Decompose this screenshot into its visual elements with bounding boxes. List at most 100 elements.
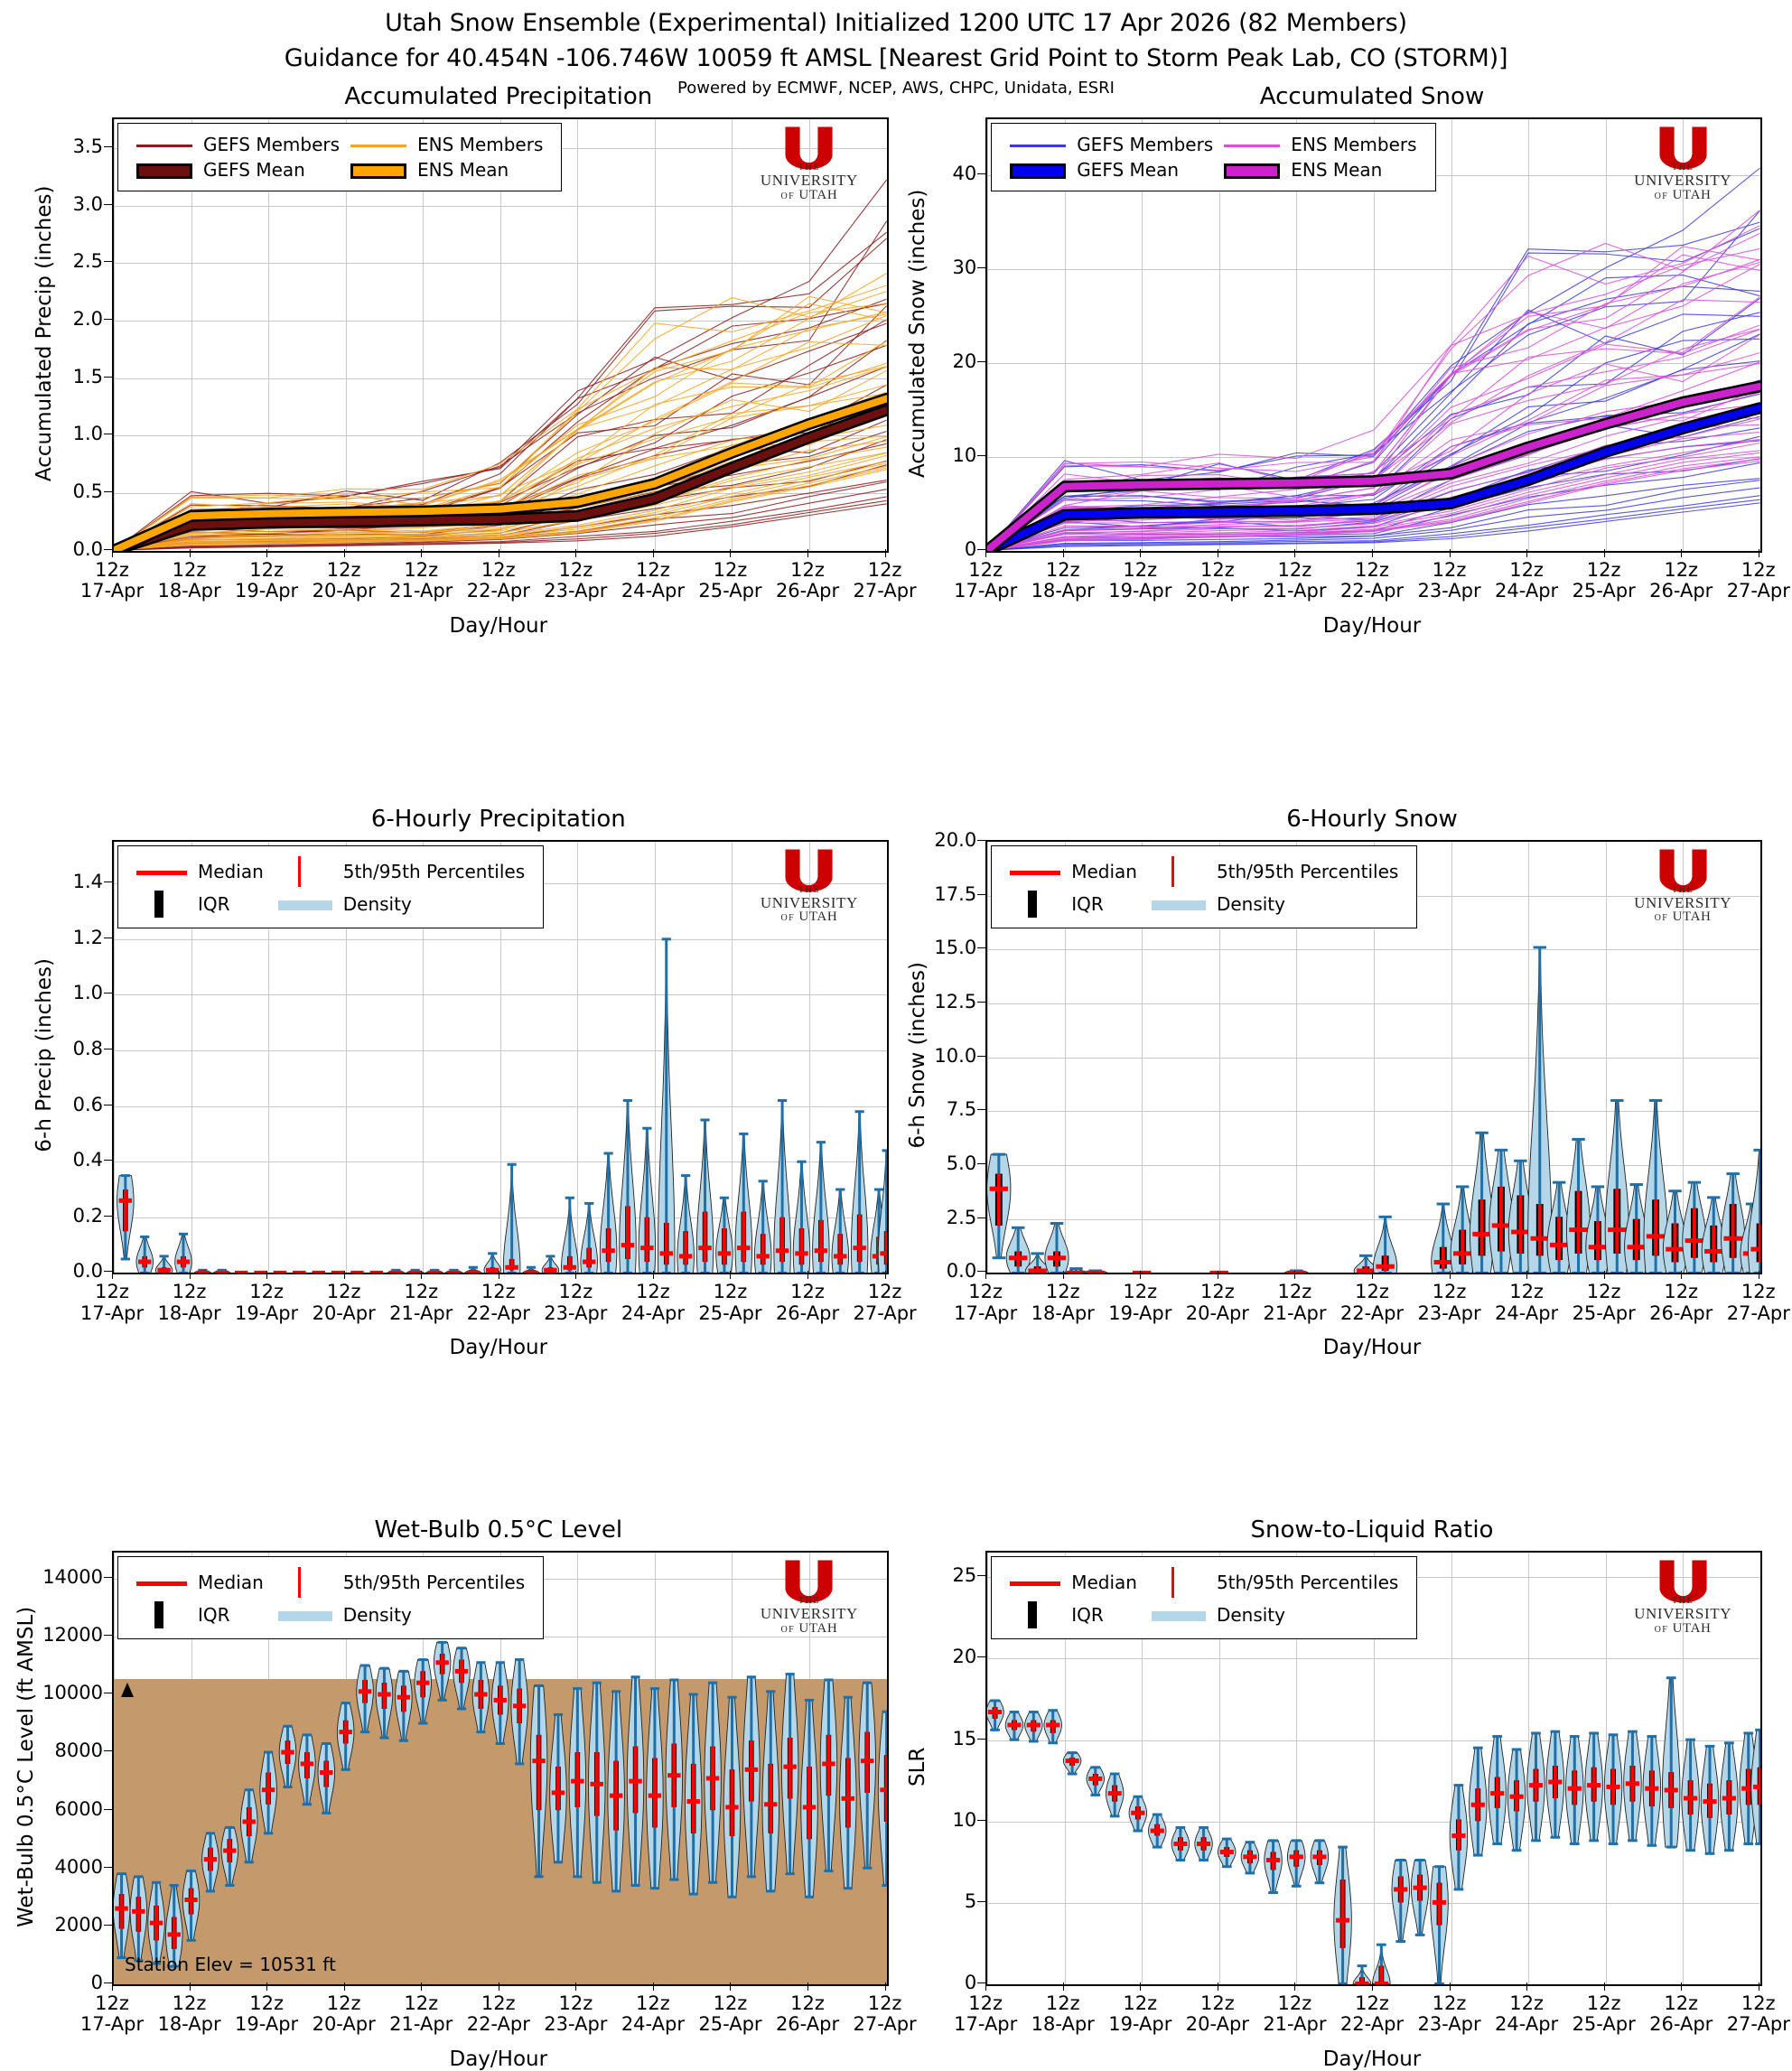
x-axis-tick-mark: [266, 548, 268, 557]
x-axis-tick-mark: [1603, 1271, 1605, 1280]
gridline-vertical: [987, 119, 989, 551]
gridline-vertical: [268, 842, 270, 1273]
x-axis-tick: 12z 21-Apr: [1263, 559, 1326, 602]
x-axis-date-label: 18-Apr: [157, 1301, 221, 1324]
x-axis-hour-label: 12z: [172, 558, 207, 581]
y-axis-tick-label: 0.8: [72, 1038, 103, 1059]
y-axis-tick-label: 20: [952, 350, 977, 373]
gridline-horizontal: [987, 269, 1760, 271]
y-axis-tick-label: 2.5: [946, 1206, 977, 1228]
x-axis-date-label: 22-Apr: [1339, 580, 1405, 602]
y-axis-tick-label: 25: [952, 1564, 977, 1587]
x-axis-tick-mark: [1449, 548, 1451, 557]
series-layer: [117, 938, 887, 1273]
x-axis-tick: 12z 24-Apr: [1495, 1992, 1558, 2036]
y-axis-tick-mark: [104, 1577, 112, 1579]
x-axis-date-label: 22-Apr: [1339, 2013, 1405, 2036]
university-of-utah-logo: THE UNIVERSITY OF UTAH: [745, 125, 874, 202]
x-axis-hour-label: 12z: [1509, 1992, 1544, 2014]
x-axis-date-label: 27-Apr: [853, 2013, 917, 2036]
legend-swatch-band: [1224, 163, 1281, 180]
legend-swatch-cell: [131, 132, 198, 157]
x-axis-tick: 12z 19-Apr: [1108, 559, 1171, 602]
panel-snow-to-liquid-ratio: Snow-to-Liquid Ratio 0 5 10 15 20 25 12z 17-Apr 1…: [906, 1516, 1790, 2070]
x-axis-date-label: 26-Apr: [775, 1301, 840, 1324]
legend-swatch-line: [1224, 145, 1281, 148]
x-axis-tick: 12z 27-Apr: [853, 1992, 917, 2036]
legend: GEFS Members ENS Members GEFS Mean ENS Mean: [117, 123, 563, 192]
gridline-horizontal: [114, 1105, 887, 1107]
x-axis-hour-label: 12z: [1199, 1281, 1235, 1303]
x-axis-hour-label: 12z: [1664, 558, 1699, 581]
x-axis-tick-mark: [1140, 548, 1142, 557]
legend-swatch-cell: [131, 854, 192, 889]
x-axis-tick-mark: [343, 1982, 345, 1991]
legend-swatch-cell: [1143, 1565, 1211, 1600]
x-axis-date-label: 24-Apr: [1495, 1301, 1559, 1324]
gridline-horizontal: [987, 1658, 1760, 1660]
x-axis-date-label: 23-Apr: [1417, 2013, 1481, 2036]
x-axis-hour-label: 12z: [867, 558, 902, 581]
y-axis-label: SLR: [906, 1747, 930, 1786]
y-axis-tick-mark: [104, 548, 112, 550]
legend-label: GEFS Members: [203, 134, 341, 156]
gridline-horizontal: [987, 949, 1760, 951]
legend-swatch-density: [1151, 900, 1206, 910]
y-axis-tick-label: 8000: [54, 1740, 103, 1762]
gridline-horizontal: [114, 994, 887, 996]
x-axis-tick: 12z 17-Apr: [80, 1282, 144, 1324]
panel-accumulated-snow: Accumulated Snow 0 10 20 30 40 12z 17-Apr 12z 18-…: [906, 83, 1790, 637]
legend-swatch-cell: [131, 157, 198, 182]
gridline-vertical: [268, 119, 270, 551]
gridline-vertical: [886, 1553, 887, 1984]
x-axis-date-label: 24-Apr: [621, 2013, 685, 2036]
gridline-horizontal: [114, 1217, 887, 1218]
y-axis-tick-mark: [104, 318, 112, 320]
y-axis-label: Accumulated Snow (inches): [906, 189, 930, 478]
x-axis-tick: 12z 17-Apr: [80, 558, 144, 602]
x-axis-tick-mark: [421, 548, 423, 557]
x-axis-hour-label: 12z: [404, 1281, 439, 1303]
x-axis-tick: 12z 20-Apr: [1186, 1282, 1249, 1324]
x-axis-tick: 12z 22-Apr: [467, 1282, 530, 1324]
x-axis-hour-label: 12z: [1432, 1992, 1467, 2014]
x-axis-date-label: 20-Apr: [1185, 1301, 1249, 1324]
gridline-horizontal: [987, 1057, 1760, 1059]
x-axis-tick-mark: [1526, 1982, 1528, 1991]
y-axis-tick-label: 0: [964, 537, 977, 560]
logo-university: UNIVERSITY: [760, 1604, 858, 1622]
gridline-vertical: [1064, 1553, 1066, 1984]
y-axis-tick-label: 17.5: [934, 882, 977, 905]
gridline-vertical: [1759, 1553, 1760, 1984]
x-axis-hour-label: 12z: [1432, 1281, 1467, 1303]
x-axis-tick-mark: [189, 1982, 191, 1991]
x-axis-tick-mark: [884, 548, 886, 557]
panel-six-hourly-snow: 6-Hourly Snow 0.0 2.5 5.0 7.5 10.0 12.5 15.0 17.…: [906, 806, 1790, 1359]
x-axis-label: Day/Hour: [1322, 1336, 1422, 1360]
gridline-vertical: [1605, 119, 1607, 551]
u-block-icon: [1659, 1560, 1707, 1603]
x-axis-tick: 12z 25-Apr: [1573, 1992, 1636, 2036]
legend-swatch-cell: [269, 1565, 338, 1600]
logo-university: UNIVERSITY: [1634, 893, 1732, 911]
x-axis-date-label: 23-Apr: [544, 580, 608, 602]
x-axis-tick-mark: [1526, 548, 1528, 557]
gridline-vertical: [1296, 1553, 1298, 1984]
x-axis-tick: 12z 17-Apr: [954, 1992, 1017, 2036]
y-axis-tick-mark: [104, 1215, 112, 1217]
u-block-icon: [1659, 126, 1707, 170]
legend-swatch-percentile: [297, 856, 301, 887]
x-axis-hour-label: 12z: [95, 558, 129, 581]
legend-swatch-cell: [1143, 854, 1211, 889]
gridline-horizontal: [114, 492, 887, 494]
gridline-horizontal: [114, 205, 887, 207]
legend-swatch-density: [277, 900, 332, 910]
legend-swatch-line: [350, 145, 407, 148]
legend-swatch-percentile: [297, 1567, 301, 1599]
y-axis-tick-label: 0.0: [946, 1260, 977, 1283]
y-axis-tick-mark: [977, 1900, 986, 1902]
y-axis-tick-mark: [977, 1738, 986, 1740]
x-axis-date-label: 26-Apr: [775, 2013, 840, 2036]
u-block-icon: [785, 126, 833, 170]
legend-label: IQR: [1071, 893, 1104, 915]
